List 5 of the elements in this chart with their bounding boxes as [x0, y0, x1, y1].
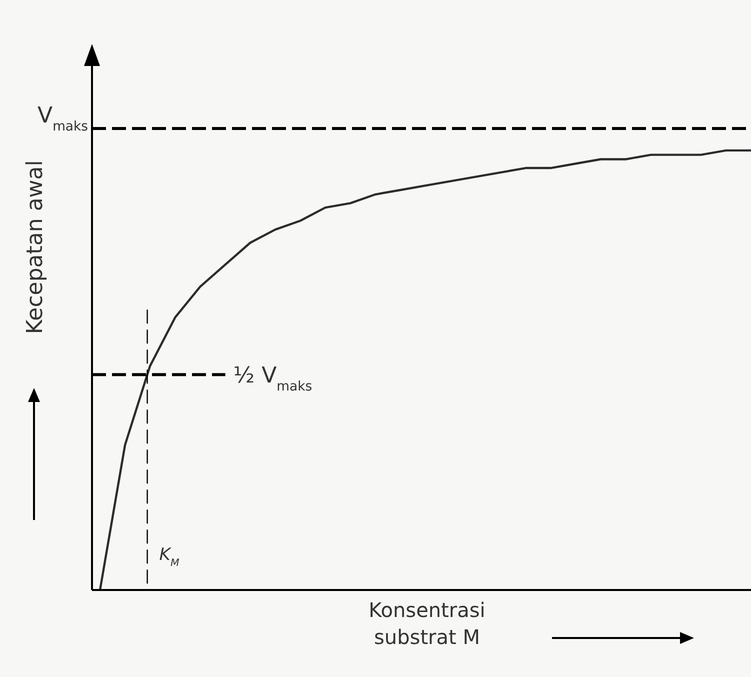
ref-line-label: ½ V$_{maks}$ [233, 364, 312, 394]
y-axis-title: Kecepatan awal [23, 160, 48, 334]
x-axis-title: Konsentrasi substrat M [368, 598, 486, 649]
annotation: K$_{M}$ [159, 545, 180, 568]
ref-line-label: V$_{maks}$ [38, 103, 88, 134]
